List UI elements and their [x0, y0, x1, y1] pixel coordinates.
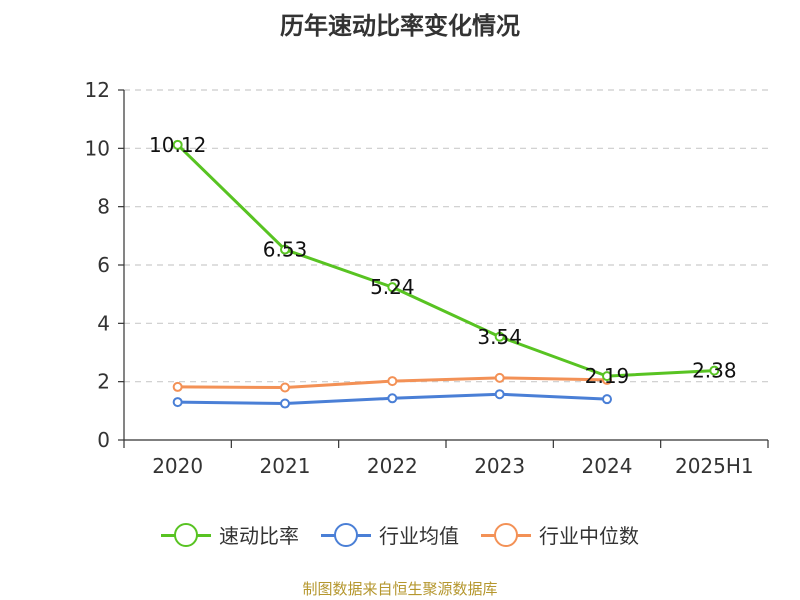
y-tick-label-4: 4	[97, 311, 110, 335]
legend-item-0[interactable]: 速动比率	[161, 520, 299, 549]
data-labels: 10.12 6.53 5.24 3.54 2.19 2.38	[149, 133, 737, 388]
legend-item-1[interactable]: 行业均值	[321, 520, 459, 549]
data-point-2-2021	[280, 382, 290, 393]
y-tick-label-2: 2	[97, 370, 110, 394]
data-point-0-2023	[494, 331, 505, 342]
legend-label: 行业均值	[379, 524, 459, 548]
data-label-2020: 10.12	[149, 133, 206, 157]
x-tick-label-2023: 2023	[474, 454, 525, 478]
data-point-1-2023	[494, 389, 505, 400]
data-point-2-2022	[387, 376, 398, 387]
data-point-1-2022	[387, 393, 398, 404]
data-point-1-2020	[172, 397, 183, 408]
data-label-2024: 2.19	[585, 364, 630, 388]
y-tick-label-6: 6	[97, 253, 110, 277]
data-point-1-2024	[602, 394, 612, 405]
x-tick-label-2021: 2021	[260, 454, 311, 478]
y-tick-label-10: 10	[85, 136, 110, 160]
data-point-2-2020	[172, 381, 183, 392]
data-label-2025H1: 2.38	[692, 359, 737, 383]
data-point-2-2023	[494, 372, 505, 383]
data-point-0-2022	[387, 282, 398, 293]
source-note: 制图数据来自恒生聚源数据库	[302, 580, 498, 598]
series-lines	[172, 139, 720, 409]
x-tick-label-2022: 2022	[367, 454, 418, 478]
data-point-0-2024	[602, 371, 612, 382]
y-tick-label-12: 12	[85, 78, 110, 102]
y-tick-label-0: 0	[97, 428, 110, 452]
legend-label: 速动比率	[219, 524, 299, 548]
legend-marker-icon	[161, 522, 211, 548]
data-label-2021: 6.53	[263, 238, 308, 262]
x-tick-label-2024: 2024	[582, 454, 633, 478]
x-tick-label-2025H1: 2025H1	[675, 454, 754, 478]
data-point-0-2025H1	[709, 365, 720, 376]
grid-lines	[124, 89, 768, 383]
legend-marker-icon	[321, 522, 371, 548]
legend-label: 行业中位数	[539, 524, 639, 548]
data-label-2023: 3.54	[477, 325, 522, 349]
series-line-0	[176, 143, 715, 378]
data-point-0-2020	[172, 139, 183, 150]
data-label-2022: 5.24	[370, 275, 415, 299]
x-tick-label-2020: 2020	[152, 454, 203, 478]
legend-marker-icon	[481, 522, 531, 548]
axes: 0 2 4 6 8 10 12 2020 2021 2022 2023 2024 2025H1	[85, 78, 769, 478]
legend-item-2[interactable]: 行业中位数	[481, 520, 639, 549]
chart-title: 历年速动比率变化情况	[280, 12, 520, 40]
data-point-0-2021	[280, 244, 290, 255]
y-tick-label-8: 8	[97, 195, 110, 219]
data-point-1-2021	[280, 398, 290, 409]
legend: 速动比率 行业均值 行业中位数	[0, 520, 800, 549]
